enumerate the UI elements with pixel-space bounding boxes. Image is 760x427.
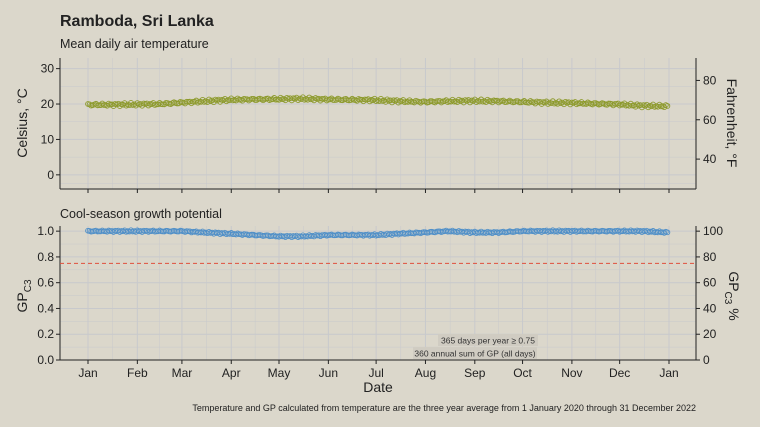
- temperature-data-point: [484, 96, 491, 103]
- bottom-panel-subtitle: Cool-season growth potential: [60, 207, 222, 221]
- annotation-sum-box: [413, 347, 537, 359]
- temperature-y-tick-label: 20: [41, 97, 55, 111]
- temperature-data-point: [473, 99, 480, 105]
- temperature-data-point: [645, 104, 652, 111]
- gp-y2-tick-label: 40: [703, 301, 717, 315]
- gp-y-tick-label: 0.6: [37, 276, 54, 290]
- annotation-days: 365 days per year ≥ 0.75: [441, 336, 535, 346]
- gp-data-point: [128, 227, 134, 234]
- gp-y-tick-label: 0.0: [37, 353, 54, 367]
- temperature-data-point: [116, 103, 123, 109]
- gp-y2-tick-label: 100: [703, 224, 723, 238]
- temperature-data-point: [384, 96, 391, 103]
- top-panel-subtitle: Mean daily air temperature: [60, 37, 209, 51]
- temperature-series: [85, 94, 671, 111]
- temperature-data-point: [123, 102, 130, 109]
- temperature-data-point: [495, 99, 502, 106]
- temperature-data-point: [521, 98, 528, 104]
- temperature-data-point: [206, 96, 212, 103]
- temperature-data-point: [527, 98, 534, 104]
- temperature-data-point: [194, 99, 201, 106]
- temperature-y2-tick-label: 80: [703, 73, 717, 87]
- x-tick-label: May: [268, 366, 291, 380]
- gp-y-tick-label: 0.2: [37, 327, 54, 341]
- top-y2-axis-title: Fahrenheit, °F: [724, 79, 740, 168]
- temperature-data-point: [188, 100, 195, 107]
- gp-data-point: [389, 232, 395, 238]
- temperature-data-point: [366, 98, 373, 105]
- bottom-y2-axis-title: GPC3 %: [722, 271, 742, 320]
- gp-data-point: [664, 229, 671, 236]
- bottom-y-axis-title-sub: C3: [23, 279, 34, 292]
- temperature-y-tick-label: 10: [41, 132, 55, 146]
- bottom-y2-axis-title-suffix: %: [726, 304, 742, 320]
- temperature-data-point: [182, 100, 188, 107]
- temperature-data-point: [545, 101, 551, 107]
- temperature-data-point: [406, 97, 413, 104]
- temperature-data-point: [317, 97, 324, 104]
- temperature-y-tick-label: 30: [41, 62, 55, 76]
- temperature-data-point: [634, 101, 641, 108]
- top-y-axis-title: Celsius, °C: [14, 88, 30, 157]
- gp-y2-tick-label: 0: [703, 353, 710, 367]
- temperature-data-point: [271, 95, 278, 101]
- gp-y-tick-label: 0.4: [37, 301, 54, 315]
- temperature-data-point: [234, 95, 241, 102]
- temperature-data-point: [295, 97, 301, 104]
- gp-data-point: [661, 230, 668, 236]
- temperature-data-point: [395, 99, 402, 106]
- gp-y-tick-label: 1.0: [37, 224, 54, 238]
- x-tick-label: Mar: [172, 366, 193, 380]
- temperature-data-point: [610, 102, 617, 109]
- x-tick-label: Nov: [561, 366, 582, 380]
- x-tick-label: Jul: [368, 366, 383, 380]
- gp-y2-tick-label: 20: [703, 327, 717, 341]
- x-axis-title: Date: [363, 379, 393, 395]
- temperature-y2-tick-label: 40: [703, 152, 717, 166]
- bottom-panel-axes: 0.0 0.2 0.4 0.6 0.8 1.0 0 20 40 60 80 100 Jan Feb Mar A…: [37, 224, 723, 380]
- chart-title: Ramboda, Sri Lanka: [60, 13, 214, 30]
- temperature-data-point: [360, 98, 367, 105]
- x-tick-label: Sep: [464, 366, 486, 380]
- gp-y-tick-label: 0.8: [37, 250, 54, 264]
- bottom-y-axis-title-main: GP: [14, 292, 30, 312]
- gp-y2-tick-label: 60: [703, 276, 717, 290]
- chart-caption: Temperature and GP calculated from tempe…: [192, 403, 696, 413]
- bottom-y2-axis-title-sub: C3: [722, 292, 733, 305]
- temperature-data-point: [438, 99, 445, 106]
- x-tick-label: Aug: [415, 366, 436, 380]
- temperature-data-point: [664, 103, 671, 109]
- gp-data-point: [199, 228, 206, 235]
- x-tick-label: Dec: [609, 366, 630, 380]
- top-panel-axes: 0 10 20 30 40 60 80: [41, 58, 717, 193]
- gp-y2-tick-label: 80: [703, 250, 717, 264]
- x-tick-label: Jan: [78, 366, 97, 380]
- bottom-y2-axis-title-main: GP: [726, 271, 742, 291]
- temperature-y-tick-label: 0: [47, 168, 54, 182]
- temperature-data-point: [656, 101, 663, 108]
- x-tick-label: Jan: [659, 366, 678, 380]
- top-panel-grid: [60, 58, 696, 189]
- bottom-panel-grid: [60, 226, 696, 361]
- temperature-data-point: [99, 100, 106, 107]
- x-tick-label: Jun: [319, 366, 338, 380]
- temperature-data-point: [277, 94, 284, 101]
- temperature-y2-tick-label: 60: [703, 113, 717, 127]
- x-tick-label: Oct: [513, 366, 532, 380]
- gp-series: [85, 227, 671, 241]
- temperature-data-point: [223, 98, 230, 105]
- x-tick-label: Feb: [127, 366, 148, 380]
- gp-data-point: [449, 227, 456, 234]
- bottom-y-axis-title: GPC3: [14, 279, 34, 312]
- temperature-data-point: [134, 100, 141, 106]
- annotation-days-box: [438, 334, 538, 346]
- annotation-sum: 360 annual sum of GP (all days): [414, 349, 535, 359]
- temperature-data-point: [145, 102, 152, 109]
- temperature-data-point: [456, 96, 462, 103]
- gp-data-point: [228, 230, 235, 236]
- x-tick-label: Apr: [222, 366, 241, 380]
